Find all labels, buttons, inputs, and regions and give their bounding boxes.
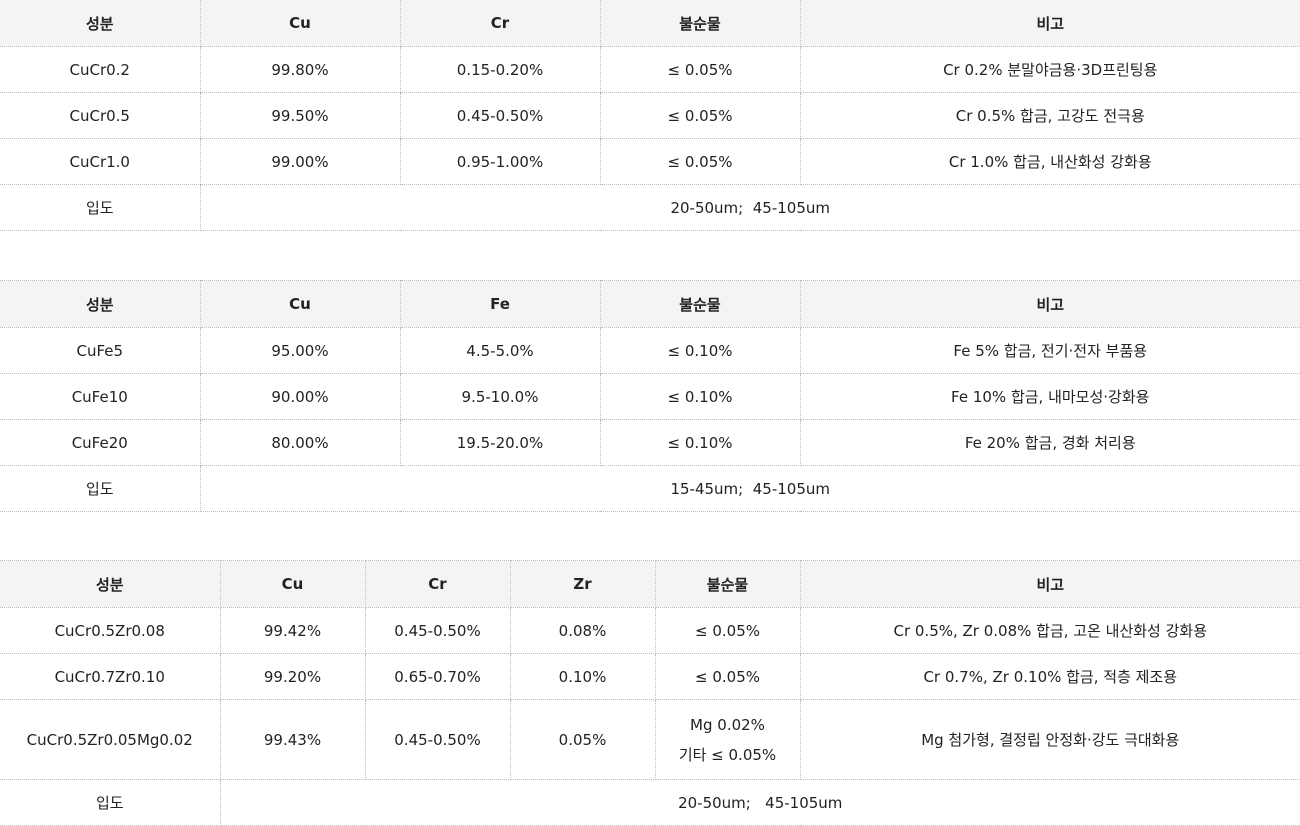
cell-impurity: ≤ 0.10% <box>600 373 801 420</box>
table-row: CuFe10 90.00% 9.5-10.0% ≤ 0.10% Fe 10% 합… <box>0 373 1300 420</box>
cell-remarks: Fe 10% 합금, 내마모성·강화용 <box>800 373 1300 420</box>
cell-fe: 4.5-5.0% <box>400 327 601 374</box>
cell-cu: 99.20% <box>220 653 366 700</box>
cell-impurity: ≤ 0.05% <box>600 92 801 139</box>
header-cu: Cu <box>200 0 401 47</box>
table-footer-row: 입도 15-45um; 45-105um <box>0 465 1300 512</box>
cell-cu: 99.00% <box>200 138 401 185</box>
cell-impurity: ≤ 0.05% <box>600 138 801 185</box>
cell-impurity: ≤ 0.05% <box>655 653 801 700</box>
cell-component: CuFe10 <box>0 373 201 420</box>
cell-remarks: Cr 0.5%, Zr 0.08% 합금, 고온 내산화성 강화용 <box>800 607 1300 654</box>
composition-table-cufe: 성분 Cu Fe 불순물 비고 CuFe5 95.00% 4.5-5.0% ≤ … <box>0 280 1300 512</box>
table-row: CuCr0.2 99.80% 0.15-0.20% ≤ 0.05% Cr 0.2… <box>0 46 1300 93</box>
cell-impurity: ≤ 0.05% <box>655 607 801 654</box>
cell-remarks: Cr 0.5% 합금, 고강도 전극용 <box>800 92 1300 139</box>
cell-remarks: Mg 첨가형, 결정립 안정화·강도 극대화용 <box>800 699 1300 780</box>
cell-remarks: Cr 0.2% 분말야금용·3D프린팅용 <box>800 46 1300 93</box>
cell-particle-size-label: 입도 <box>0 779 221 826</box>
composition-table-cucrzr: 성분 Cu Cr Zr 불순물 비고 CuCr0.5Zr0.08 99.42% … <box>0 560 1300 826</box>
table-row: CuCr0.5Zr0.05Mg0.02 99.43% 0.45-0.50% 0.… <box>0 699 1300 780</box>
cell-cr: 0.15-0.20% <box>400 46 601 93</box>
cell-zr: 0.05% <box>510 699 656 780</box>
table-row: CuCr1.0 99.00% 0.95-1.00% ≤ 0.05% Cr 1.0… <box>0 138 1300 185</box>
cell-cr: 0.45-0.50% <box>365 699 511 780</box>
table-header-row: 성분 Cu Cr Zr 불순물 비고 <box>0 560 1300 608</box>
cell-cu: 90.00% <box>200 373 401 420</box>
header-impurity: 불순물 <box>600 0 801 47</box>
header-component: 성분 <box>0 560 221 608</box>
header-cr: Cr <box>365 560 511 608</box>
header-remarks: 비고 <box>800 280 1300 328</box>
table-row: CuFe20 80.00% 19.5-20.0% ≤ 0.10% Fe 20% … <box>0 419 1300 466</box>
cell-cu: 99.80% <box>200 46 401 93</box>
header-remarks: 비고 <box>800 560 1300 608</box>
header-impurity: 불순물 <box>600 280 801 328</box>
cell-component: CuCr0.5Zr0.08 <box>0 607 221 654</box>
header-component: 성분 <box>0 0 201 47</box>
table-row: CuCr0.5Zr0.08 99.42% 0.45-0.50% 0.08% ≤ … <box>0 607 1300 654</box>
cell-particle-size-value: 15-45um; 45-105um <box>200 465 1300 512</box>
cell-component: CuFe5 <box>0 327 201 374</box>
cell-remarks: Fe 20% 합금, 경화 처리용 <box>800 419 1300 466</box>
cell-cu: 99.43% <box>220 699 366 780</box>
cell-particle-size-value: 20-50um; 45-105um <box>220 779 1300 826</box>
cell-remarks: Fe 5% 합금, 전기·전자 부품용 <box>800 327 1300 374</box>
cell-component: CuCr1.0 <box>0 138 201 185</box>
composition-table-cucr: 성분 Cu Cr 불순물 비고 CuCr0.2 99.80% 0.15-0.20… <box>0 0 1300 231</box>
cell-cr: 0.65-0.70% <box>365 653 511 700</box>
table-row: CuFe5 95.00% 4.5-5.0% ≤ 0.10% Fe 5% 합금, … <box>0 327 1300 374</box>
header-impurity: 불순물 <box>655 560 801 608</box>
cell-cu: 99.42% <box>220 607 366 654</box>
cell-zr: 0.08% <box>510 607 656 654</box>
impurity-other-line: 기타 ≤ 0.05% <box>678 745 777 764</box>
table-row: CuCr0.5 99.50% 0.45-0.50% ≤ 0.05% Cr 0.5… <box>0 92 1300 139</box>
cell-fe: 9.5-10.0% <box>400 373 601 420</box>
table-footer-row: 입도 20-50um; 45-105um <box>0 779 1300 826</box>
cell-cr: 0.45-0.50% <box>400 92 601 139</box>
header-fe: Fe <box>400 280 601 328</box>
cell-cu: 99.50% <box>200 92 401 139</box>
table-header-row: 성분 Cu Fe 불순물 비고 <box>0 280 1300 328</box>
cell-component: CuCr0.5Zr0.05Mg0.02 <box>0 699 221 780</box>
header-zr: Zr <box>510 560 656 608</box>
table-header-row: 성분 Cu Cr 불순물 비고 <box>0 0 1300 47</box>
cell-cu: 80.00% <box>200 419 401 466</box>
cell-cr: 0.45-0.50% <box>365 607 511 654</box>
cell-fe: 19.5-20.0% <box>400 419 601 466</box>
cell-impurity: Mg 0.02% 기타 ≤ 0.05% <box>655 699 801 780</box>
header-cr: Cr <box>400 0 601 47</box>
header-remarks: 비고 <box>800 0 1300 47</box>
cell-particle-size-label: 입도 <box>0 184 201 231</box>
cell-component: CuCr0.2 <box>0 46 201 93</box>
header-cu: Cu <box>200 280 401 328</box>
cell-particle-size-label: 입도 <box>0 465 201 512</box>
table-footer-row: 입도 20-50um; 45-105um <box>0 184 1300 231</box>
cell-component: CuCr0.7Zr0.10 <box>0 653 221 700</box>
cell-impurity: ≤ 0.10% <box>600 327 801 374</box>
cell-particle-size-value: 20-50um; 45-105um <box>200 184 1300 231</box>
header-cu: Cu <box>220 560 366 608</box>
cell-cr: 0.95-1.00% <box>400 138 601 185</box>
cell-component: CuCr0.5 <box>0 92 201 139</box>
cell-impurity: ≤ 0.05% <box>600 46 801 93</box>
impurity-mg-line: Mg 0.02% <box>690 715 765 734</box>
cell-remarks: Cr 0.7%, Zr 0.10% 합금, 적층 제조용 <box>800 653 1300 700</box>
cell-cu: 95.00% <box>200 327 401 374</box>
cell-remarks: Cr 1.0% 합금, 내산화성 강화용 <box>800 138 1300 185</box>
header-component: 성분 <box>0 280 201 328</box>
cell-impurity: ≤ 0.10% <box>600 419 801 466</box>
table-row: CuCr0.7Zr0.10 99.20% 0.65-0.70% 0.10% ≤ … <box>0 653 1300 700</box>
cell-zr: 0.10% <box>510 653 656 700</box>
cell-component: CuFe20 <box>0 419 201 466</box>
